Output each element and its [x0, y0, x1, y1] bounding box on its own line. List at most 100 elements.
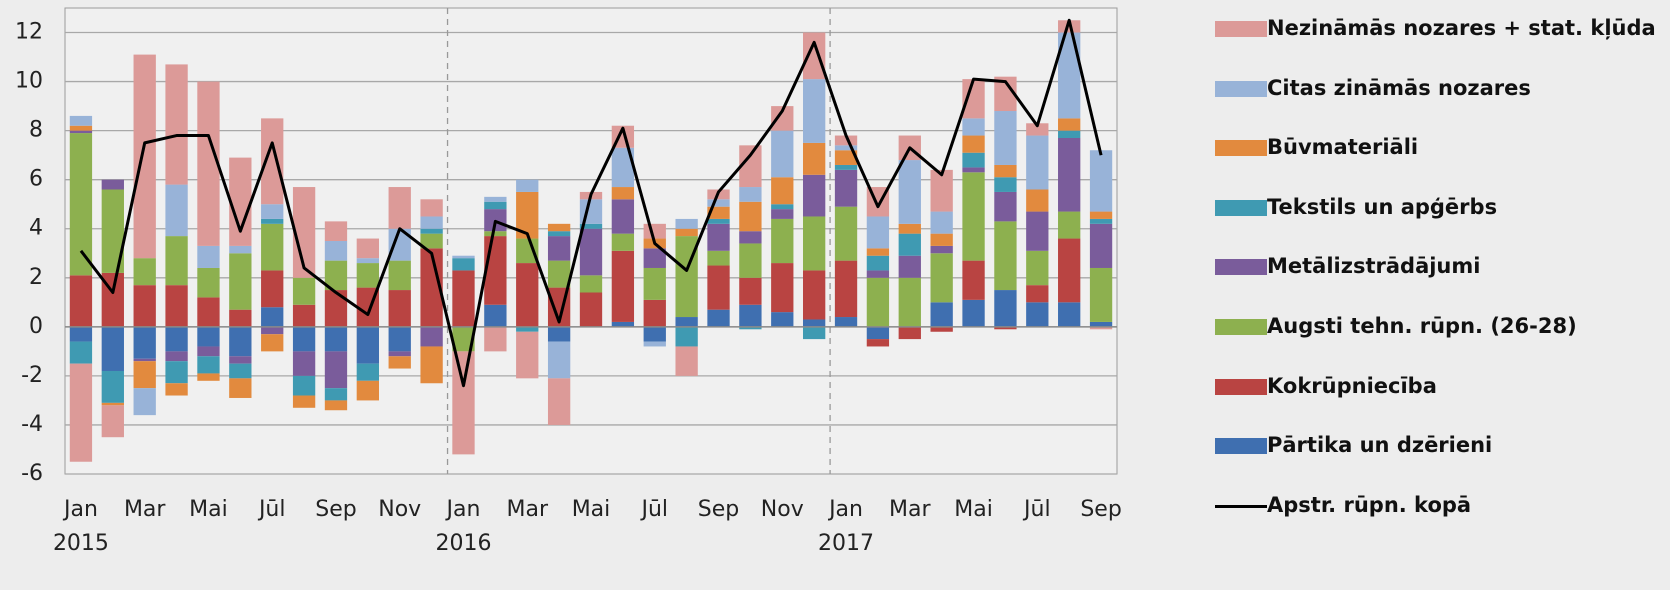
bar-segment [898, 326, 921, 340]
bar-segment [866, 270, 890, 278]
bar-segment [643, 248, 666, 268]
bar-segment [101, 405, 124, 438]
y-tick-label: 2 [29, 265, 43, 290]
bar-segment [930, 326, 953, 332]
bar-segment [834, 135, 858, 146]
bar-segment [69, 341, 93, 364]
bar-segment [866, 326, 890, 340]
bar-segment [834, 317, 858, 327]
bar-segment [197, 297, 220, 327]
bar-segment [229, 326, 252, 357]
x-tick-label: Sep [1080, 497, 1121, 522]
bar-segment [707, 223, 730, 251]
bar-segment [197, 81, 220, 246]
bar-segment [261, 326, 284, 335]
bar-segment [484, 326, 507, 352]
bar-segment [197, 245, 220, 268]
bar-segment [834, 145, 858, 151]
bar-segment [261, 218, 284, 224]
bar-segment [229, 363, 252, 379]
bar-segment [388, 356, 411, 369]
bar-segment [611, 147, 635, 188]
bar-segment [962, 152, 985, 168]
bar-segment [962, 79, 985, 119]
legend-swatch [1215, 378, 1267, 395]
bar-segment [452, 255, 475, 259]
bar-segment [1026, 189, 1049, 212]
bar-segment [261, 223, 284, 271]
bar-segment [898, 223, 921, 234]
bar-segment [165, 383, 188, 396]
bar-segment [101, 402, 124, 406]
bar-segment [69, 130, 93, 134]
bar-segment [707, 206, 730, 219]
bar-segment [101, 189, 124, 273]
bar-segment [229, 309, 252, 327]
bar-segment [771, 209, 794, 219]
bar-segment [484, 231, 507, 237]
bar-segment [1089, 218, 1113, 224]
bar-segment [261, 270, 284, 308]
bar-segment [197, 356, 220, 374]
year-label: 2017 [818, 531, 874, 556]
bar-segment [707, 309, 730, 327]
bar-segment [962, 172, 985, 261]
bar-segment [229, 378, 252, 398]
bar-segment [898, 277, 921, 327]
bar-segment [962, 167, 985, 173]
bar-segment [866, 248, 890, 256]
x-tick-label: Jan [62, 497, 98, 522]
legend-label: Pārtika un dzērieni [1267, 433, 1493, 458]
legend-label: Būvmateriāli [1267, 135, 1419, 160]
bar-segment [1058, 130, 1081, 138]
bar-segment [516, 191, 539, 239]
year-label: 2016 [435, 531, 491, 556]
bar-segment [547, 236, 571, 261]
legend-swatch [1215, 21, 1267, 37]
bar-segment [739, 231, 762, 244]
x-tick-label: Sep [315, 497, 356, 522]
bar-segment [802, 270, 826, 320]
bar-segment [133, 388, 156, 416]
bar-segment [771, 218, 794, 264]
bar-segment [643, 223, 666, 239]
year-label: 2015 [53, 531, 109, 556]
bar-segment [1026, 211, 1049, 251]
bar-segment [579, 292, 603, 327]
bar-segment [930, 169, 953, 212]
bar-segment [133, 361, 156, 389]
bar-segment [324, 221, 348, 241]
legend-item: Citas zināmās nozares [1215, 76, 1667, 100]
bar-segment [579, 223, 603, 229]
bar-segment [930, 245, 953, 254]
bar-segment [994, 177, 1017, 192]
bar-segment [547, 378, 571, 425]
bar-segment [834, 150, 858, 165]
bar-segment [292, 187, 316, 278]
x-tick-label: Jūl [1022, 497, 1051, 522]
y-tick-label: 0 [29, 314, 43, 339]
bar-segment [898, 255, 921, 278]
bar-segment [611, 187, 635, 200]
x-tick-label: Jūl [257, 497, 286, 522]
bar-segment [994, 326, 1017, 330]
bar-segment [197, 373, 220, 381]
bar-segment [1058, 32, 1081, 119]
legend-label: Tekstils un apģērbs [1267, 194, 1498, 219]
bar-segment [324, 290, 348, 327]
bar-segment [898, 160, 921, 224]
x-tick-label: Nov [378, 497, 421, 522]
bar-segment [229, 356, 252, 364]
x-tick-label: Jan [445, 497, 481, 522]
bar-segment [962, 299, 985, 327]
x-tick-label: Mar [889, 497, 931, 522]
bar-segment [484, 304, 507, 327]
bar-segment [643, 341, 666, 347]
bar-segment [675, 317, 698, 327]
bar-segment [197, 346, 220, 357]
legend-swatch [1215, 140, 1267, 157]
bar-segment [579, 275, 603, 293]
bar-segment [994, 111, 1017, 165]
bar-segment [101, 370, 124, 403]
